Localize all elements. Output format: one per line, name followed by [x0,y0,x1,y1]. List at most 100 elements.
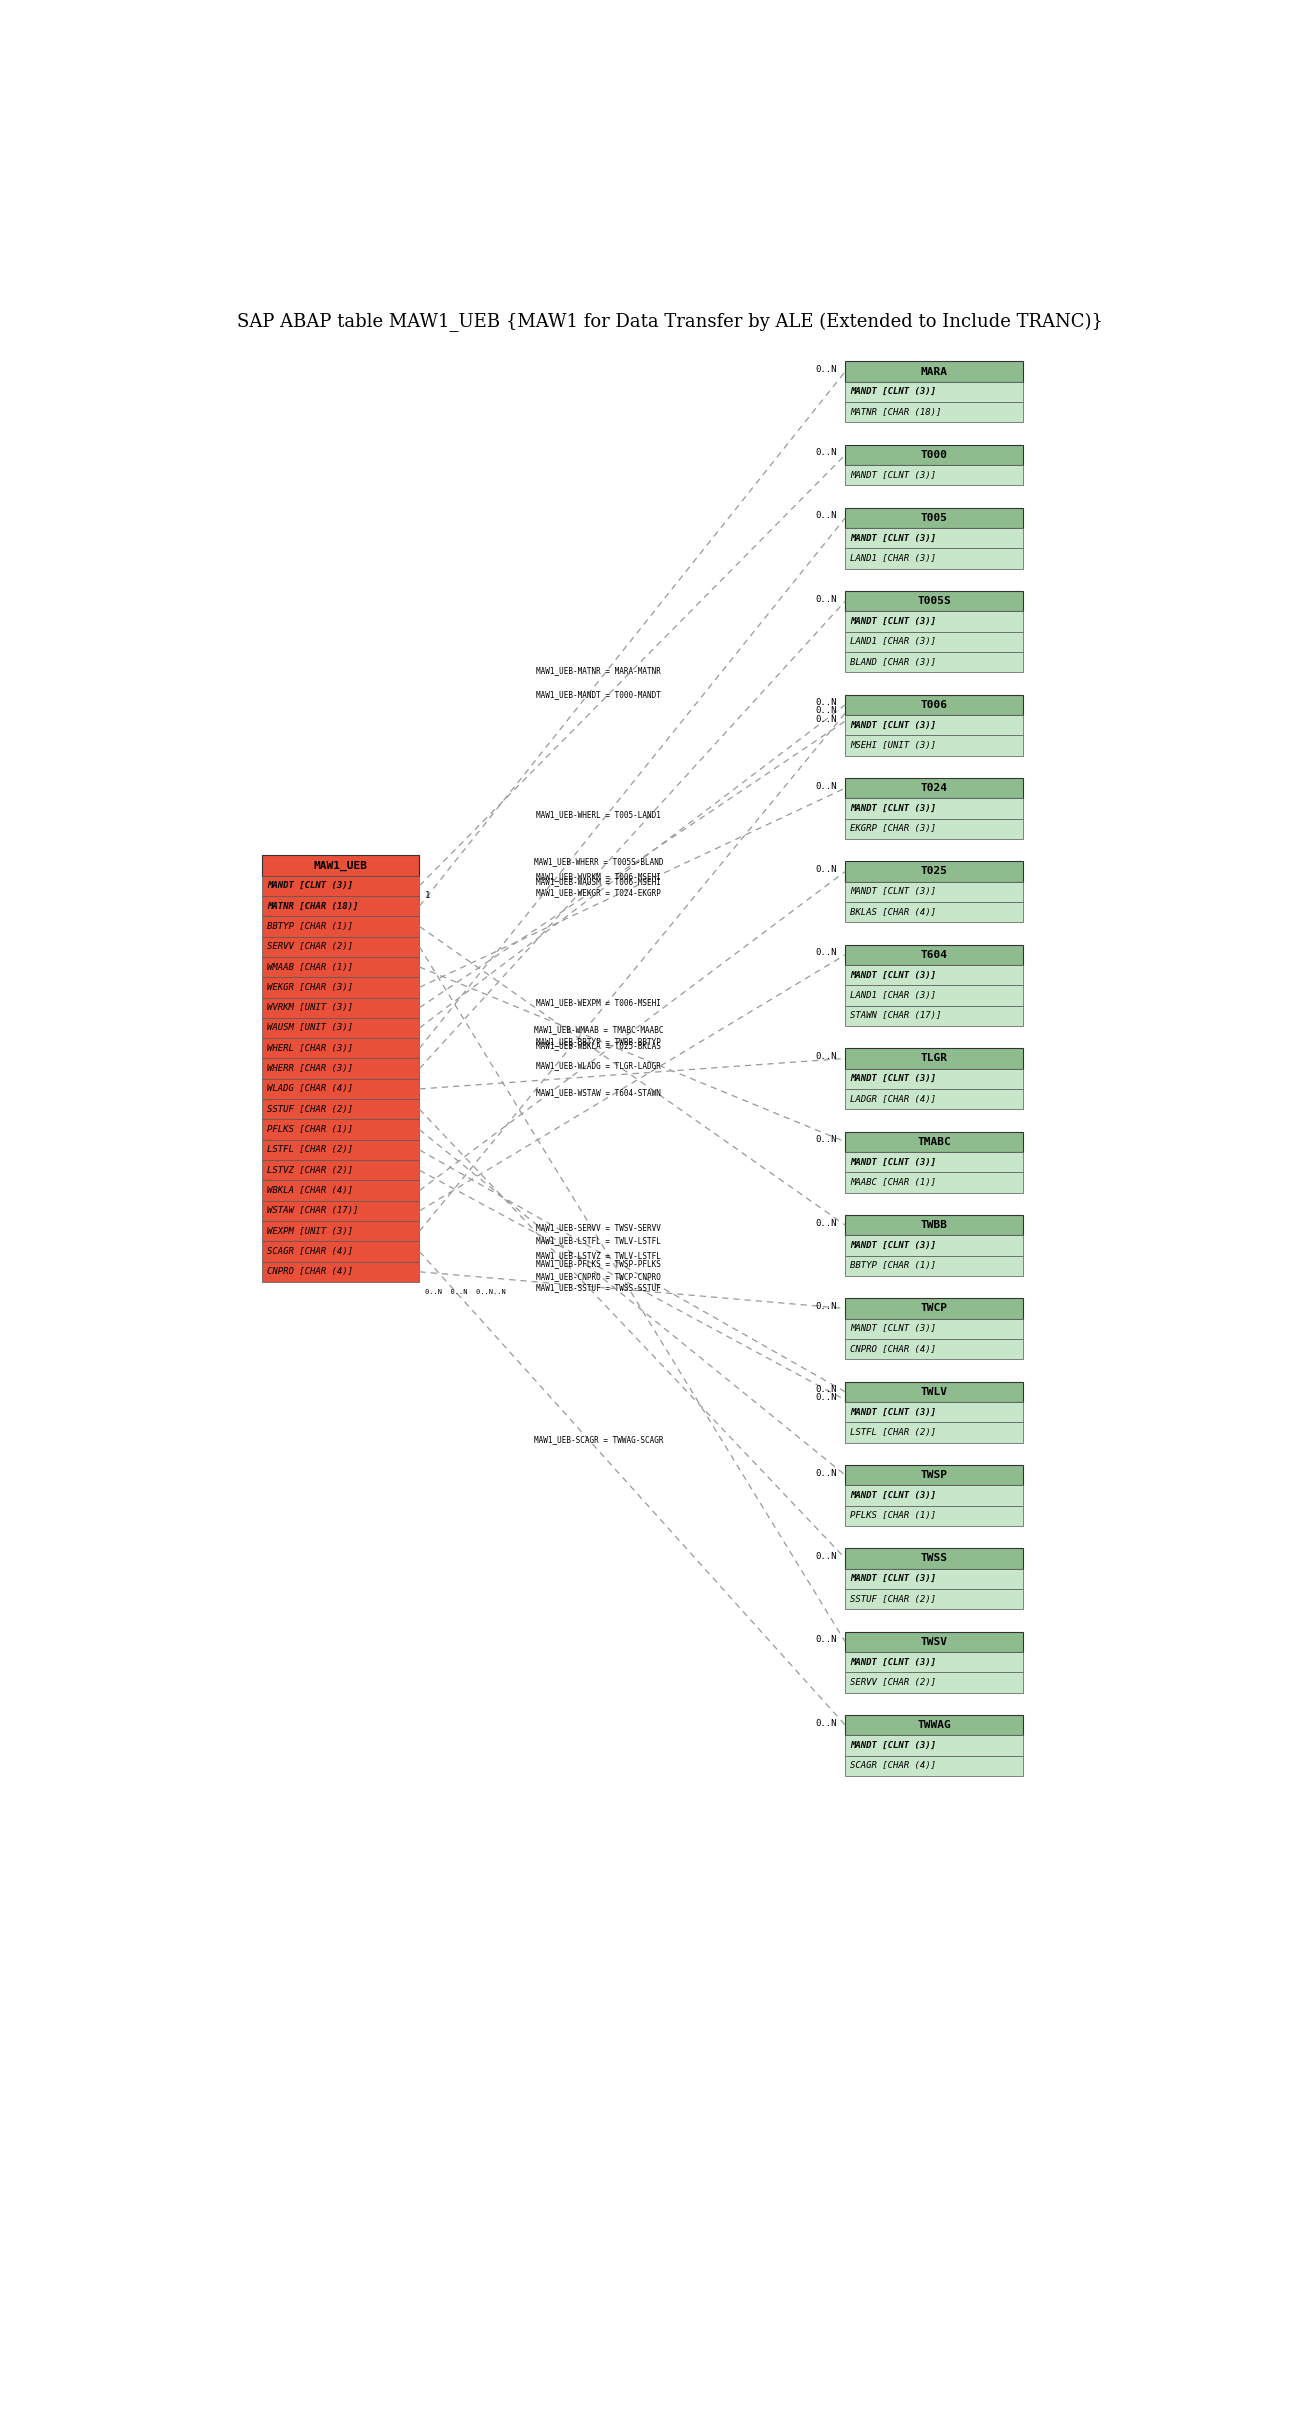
FancyBboxPatch shape [845,1172,1023,1194]
FancyBboxPatch shape [845,736,1023,755]
FancyBboxPatch shape [845,1588,1023,1610]
Text: TLGR: TLGR [921,1053,947,1063]
Text: TWSP: TWSP [921,1470,947,1479]
Text: MAW1_UEB-WHERL = T005-LAND1: MAW1_UEB-WHERL = T005-LAND1 [536,811,661,818]
Text: WHERR [CHAR (3)]: WHERR [CHAR (3)] [267,1065,353,1073]
Text: MANDT [CLNT (3)]: MANDT [CLNT (3)] [850,533,937,542]
Text: MAW1_UEB-WSTAW = T604-STAWN: MAW1_UEB-WSTAW = T604-STAWN [536,1087,661,1097]
FancyBboxPatch shape [845,1068,1023,1089]
Text: SAP ABAP table MAW1_UEB {MAW1 for Data Transfer by ALE (Extended to Include TRAN: SAP ABAP table MAW1_UEB {MAW1 for Data T… [237,312,1104,332]
Text: 0..N: 0..N [816,864,837,874]
Text: 0..N: 0..N [816,1394,837,1402]
Text: BBTYP [CHAR (1)]: BBTYP [CHAR (1)] [267,922,353,932]
Text: MAW1_UEB: MAW1_UEB [314,859,368,872]
Text: 0..N: 0..N [816,707,837,717]
FancyBboxPatch shape [845,1755,1023,1777]
Text: 0..N: 0..N [816,1634,837,1644]
FancyBboxPatch shape [845,1569,1023,1588]
Text: 0..N: 0..N [816,949,837,956]
Text: MAW1_UEB-BBTYP = TWBB-BBTYP: MAW1_UEB-BBTYP = TWBB-BBTYP [536,1036,661,1046]
FancyBboxPatch shape [263,1261,420,1283]
Text: 0..N: 0..N [816,1135,837,1145]
FancyBboxPatch shape [845,547,1023,569]
Text: 0..N: 0..N [816,1053,837,1060]
Text: TMABC: TMABC [917,1138,951,1148]
Text: LSTFL [CHAR (2)]: LSTFL [CHAR (2)] [267,1145,353,1155]
FancyBboxPatch shape [845,777,1023,799]
Text: MANDT [CLNT (3)]: MANDT [CLNT (3)] [850,721,937,729]
Text: WHERL [CHAR (3)]: WHERL [CHAR (3)] [267,1043,353,1053]
FancyBboxPatch shape [263,978,420,997]
Text: LAND1 [CHAR (3)]: LAND1 [CHAR (3)] [850,637,937,646]
FancyBboxPatch shape [263,1099,420,1119]
Text: MANDT [CLNT (3)]: MANDT [CLNT (3)] [850,1741,937,1750]
Text: MAW1_UEB-SCAGR = TWWAG-SCAGR: MAW1_UEB-SCAGR = TWWAG-SCAGR [534,1436,663,1445]
Text: WLADG [CHAR (4)]: WLADG [CHAR (4)] [267,1085,353,1094]
Text: LADGR [CHAR (4)]: LADGR [CHAR (4)] [850,1094,937,1104]
FancyBboxPatch shape [845,1089,1023,1109]
Text: MANDT [CLNT (3)]: MANDT [CLNT (3)] [267,881,353,891]
Text: MANDT [CLNT (3)]: MANDT [CLNT (3)] [850,1574,937,1583]
FancyBboxPatch shape [845,465,1023,484]
Text: WMAAB [CHAR (1)]: WMAAB [CHAR (1)] [267,964,353,971]
FancyBboxPatch shape [845,613,1023,632]
FancyBboxPatch shape [845,1152,1023,1172]
FancyBboxPatch shape [845,1298,1023,1319]
Text: MANDT [CLNT (3)]: MANDT [CLNT (3)] [850,617,937,627]
Text: TWLV: TWLV [921,1387,947,1397]
FancyBboxPatch shape [845,1215,1023,1235]
Text: EKGRP [CHAR (3)]: EKGRP [CHAR (3)] [850,823,937,833]
Text: SCAGR [CHAR (4)]: SCAGR [CHAR (4)] [850,1760,937,1770]
FancyBboxPatch shape [263,1160,420,1181]
Text: MSEHI [UNIT (3)]: MSEHI [UNIT (3)] [850,741,937,751]
FancyBboxPatch shape [845,591,1023,613]
Text: T024: T024 [921,782,947,794]
FancyBboxPatch shape [845,1421,1023,1443]
FancyBboxPatch shape [263,1039,420,1058]
Text: MAABC [CHAR (1)]: MAABC [CHAR (1)] [850,1179,937,1186]
FancyBboxPatch shape [845,445,1023,465]
FancyBboxPatch shape [845,881,1023,903]
Text: MANDT [CLNT (3)]: MANDT [CLNT (3)] [850,1658,937,1666]
Text: 0..N: 0..N [816,596,837,603]
Text: LSTVZ [CHAR (2)]: LSTVZ [CHAR (2)] [267,1167,353,1174]
Text: 0..N: 0..N [816,1218,837,1227]
Text: WEXPM [UNIT (3)]: WEXPM [UNIT (3)] [267,1227,353,1235]
Text: MAW1_UEB-WHERR = T005S-BLAND: MAW1_UEB-WHERR = T005S-BLAND [534,857,663,867]
FancyBboxPatch shape [845,1005,1023,1027]
FancyBboxPatch shape [845,361,1023,383]
Text: LSTFL [CHAR (2)]: LSTFL [CHAR (2)] [850,1428,937,1438]
Text: T000: T000 [921,450,947,460]
Text: TWSV: TWSV [921,1637,947,1646]
FancyBboxPatch shape [263,1017,420,1039]
FancyBboxPatch shape [845,1673,1023,1692]
Text: MANDT [CLNT (3)]: MANDT [CLNT (3)] [850,971,937,981]
Text: MAW1_UEB-WAUSM = T006-MSEHI: MAW1_UEB-WAUSM = T006-MSEHI [536,876,661,886]
Text: TWBB: TWBB [921,1220,947,1230]
Text: PFLKS [CHAR (1)]: PFLKS [CHAR (1)] [267,1126,353,1133]
Text: MANDT [CLNT (3)]: MANDT [CLNT (3)] [850,1242,937,1249]
Text: 1: 1 [425,891,430,901]
Text: MANDT [CLNT (3)]: MANDT [CLNT (3)] [850,1491,937,1501]
FancyBboxPatch shape [263,937,420,956]
FancyBboxPatch shape [263,997,420,1017]
FancyBboxPatch shape [263,876,420,896]
FancyBboxPatch shape [263,1119,420,1140]
FancyBboxPatch shape [845,1402,1023,1421]
FancyBboxPatch shape [845,799,1023,818]
Text: MANDT [CLNT (3)]: MANDT [CLNT (3)] [850,470,937,479]
FancyBboxPatch shape [845,1714,1023,1736]
Text: WSTAW [CHAR (17)]: WSTAW [CHAR (17)] [267,1206,358,1215]
Text: MAW1_UEB-MATNR = MARA-MATNR: MAW1_UEB-MATNR = MARA-MATNR [536,666,661,675]
FancyBboxPatch shape [845,632,1023,651]
FancyBboxPatch shape [845,1506,1023,1525]
FancyBboxPatch shape [845,903,1023,922]
Text: MAW1_UEB-LSTFL = TWLV-LSTFL: MAW1_UEB-LSTFL = TWLV-LSTFL [536,1237,661,1244]
Text: BKLAS [CHAR (4)]: BKLAS [CHAR (4)] [850,908,937,918]
Text: 0..N: 0..N [816,782,837,792]
Text: MANDT [CLNT (3)]: MANDT [CLNT (3)] [850,1324,937,1334]
Text: T006: T006 [921,700,947,709]
FancyBboxPatch shape [845,1632,1023,1651]
Text: MATNR [CHAR (18)]: MATNR [CHAR (18)] [850,407,942,416]
Text: LAND1 [CHAR (3)]: LAND1 [CHAR (3)] [850,554,937,564]
